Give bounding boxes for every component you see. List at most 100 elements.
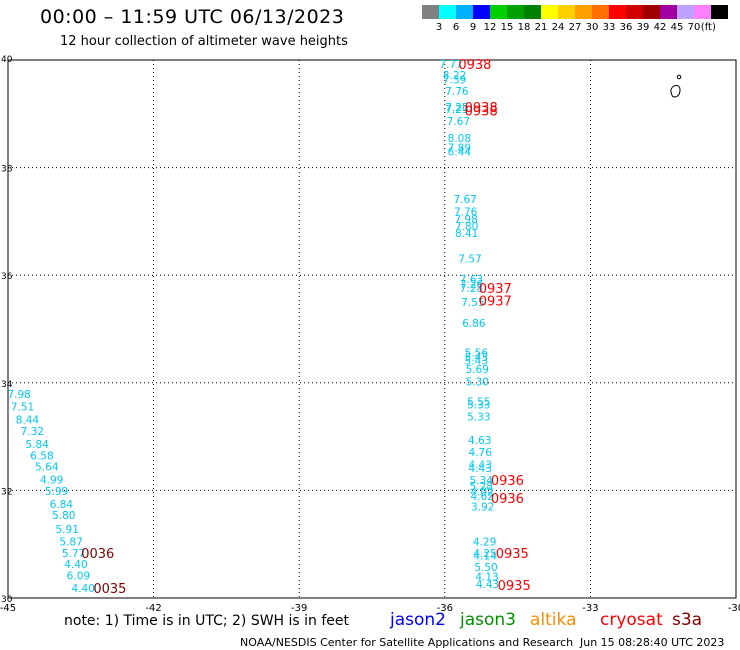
satellite-jason3: jason3 [460,610,516,630]
wave-height-label: 4.63 [468,435,491,447]
wave-height-label: 4.40 [72,583,95,595]
pass-time-label: 0036 [81,547,114,562]
wave-height-label: 4.13 [475,571,498,583]
wave-height-label: 7.28 [460,283,483,295]
wave-height-label: 7.67 [447,116,470,128]
scale-label: 18 [517,22,531,33]
scale-swatch [575,5,592,19]
wave-height-label: 7.39 [443,74,466,86]
wave-height-label: 8.41 [455,228,478,240]
wave-height-label: 7.26 [460,279,484,291]
scale-label: 39 [636,22,650,33]
pass-time-label: 0938 [465,105,498,120]
scale-swatch [660,5,677,19]
x-tick-label: -30 [728,603,740,614]
wave-height-label: 7.51 [11,401,34,413]
y-tick-label: 32 [1,487,12,497]
wave-height-label: 4.29 [473,537,496,549]
pass-time-label: 0936 [491,492,524,507]
wave-height-label: 8.44 [16,414,40,426]
x-tick-label: -42 [145,603,161,614]
scale-swatch [592,5,609,19]
plot-frame [7,59,737,599]
wave-height-label: 7.77 [439,59,462,71]
scale-swatch [609,5,626,19]
wave-height-label: 8.08 [448,133,471,145]
wave-height-label: 5.56 [465,348,489,360]
scale-swatch [711,5,728,19]
wave-height-label: 7.57 [458,254,481,266]
wave-height-label: 7.98 [454,214,477,226]
wave-height-label: 8.22 [443,70,466,82]
color-scale-legend: 3 6 9 12 15 18 21 24 27 30 33 36 39 42 45 70 (ft) [422,5,728,35]
scale-swatch [524,5,541,19]
scale-label: 70 [687,22,701,33]
wave-height-label: 5.43 [465,352,488,364]
wave-height-label: 4.25 [473,548,496,560]
scale-label: 30 [585,22,599,33]
wave-height-label: 4.14 [473,550,497,562]
pass-time-label: 0936 [491,474,524,489]
scale-swatch [677,5,694,19]
wave-height-label: 4.99 [40,475,63,487]
wave-height-label: 7.55 [461,297,484,309]
wave-height-label: 4.62 [470,491,493,503]
wave-height-label: 7.76 [454,207,478,219]
pass-time-label: 0935 [496,547,529,562]
satellite-s3a: s3a [672,610,703,630]
wave-height-label: 5.33 [467,412,490,424]
pass-time-label: 0938 [465,101,498,116]
wave-height-label: 7.63 [460,274,483,286]
wave-height-label: 5.64 [35,462,59,474]
wave-height-label: 7.89 [448,143,471,155]
scale-label: 24 [551,22,565,33]
wave-height-label: 5.69 [466,364,489,376]
scale-swatch [694,5,711,19]
wave-height-label: 4.02 [470,486,493,498]
scale-swatch [558,5,575,19]
wave-height-label: 5.30 [466,377,489,389]
scale-label: 45 [670,22,684,33]
wave-height-label: 6.86 [462,318,486,330]
pass-time-label: 0035 [93,582,126,597]
scale-swatch [643,5,660,19]
wave-height-label: 5.87 [59,537,82,549]
wave-height-label: 6.84 [50,499,74,511]
wave-height-label: 7.25 [445,102,468,114]
island-outline [670,85,681,98]
wave-height-label: 7.80 [455,221,478,233]
wave-height-label: 5.77 [62,548,85,560]
wave-height-label: 5.50 [474,562,497,574]
wave-height-label: 5.33 [467,399,490,411]
wave-height-label: 3.92 [471,502,494,514]
wave-height-label: 5.28 [470,481,493,493]
satellite-cryosat: cryosat [600,610,663,630]
wave-height-label: 4.76 [469,447,493,459]
wave-height-label: 4.43 [469,460,492,472]
wave-height-label: 6.09 [67,570,90,582]
satellite-jason2: jason2 [390,610,446,630]
x-tick-label: -39 [291,603,307,614]
scale-swatch [507,5,524,19]
wave-height-label: 5.43 [465,356,488,368]
wave-height-label: 5.80 [52,510,75,522]
wave-height-label: 7.29 [445,104,468,116]
scale-label: 3 [435,22,443,33]
scale-label: 12 [483,22,497,33]
wave-height-label: 5.99 [45,486,68,498]
scale-label: 36 [619,22,633,33]
scale-swatch [456,5,473,19]
scale-label: 21 [534,22,548,33]
pass-time-label: 0935 [498,579,531,594]
pass-time-label: 0937 [479,282,512,297]
x-tick-label: -45 [0,603,16,614]
pass-time-label: 0938 [458,58,491,73]
scale-unit: (ft) [700,22,716,33]
wave-height-label: 4.43 [469,463,492,475]
scale-label: 27 [568,22,582,33]
scale-label: 42 [653,22,667,33]
wave-height-label: 5.91 [56,524,79,536]
chart-subtitle: 12 hour collection of altimeter wave hei… [60,34,348,49]
scale-label: 6 [452,22,460,33]
